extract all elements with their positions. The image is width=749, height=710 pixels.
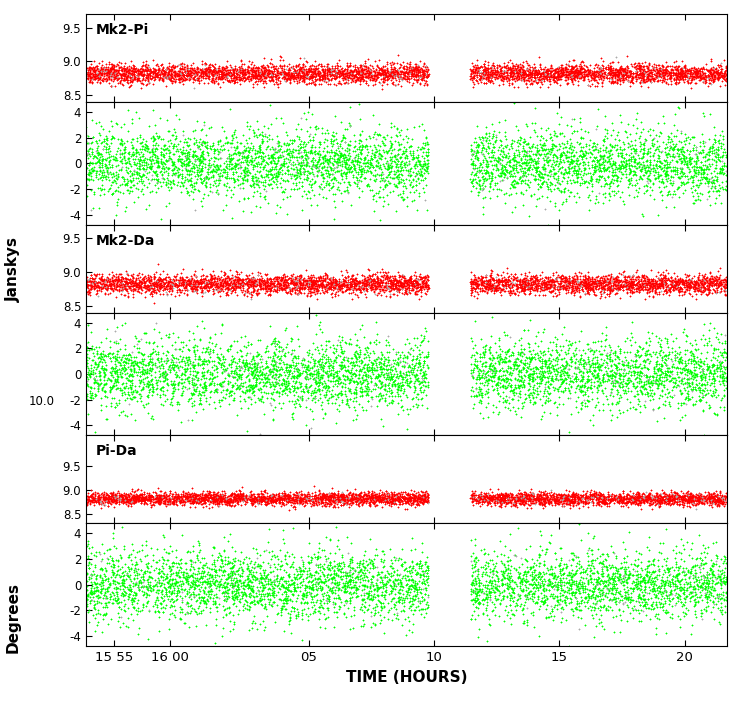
Text: Janskys: Janskys — [6, 237, 21, 302]
X-axis label: TIME (HOURS): TIME (HOURS) — [345, 670, 467, 684]
Text: Pi-Da: Pi-Da — [96, 444, 137, 458]
Text: Mk2-Da: Mk2-Da — [96, 234, 155, 248]
Text: Degrees: Degrees — [6, 582, 21, 653]
Text: Mk2-Pi: Mk2-Pi — [96, 23, 149, 37]
Text: 10.0: 10.0 — [28, 395, 55, 408]
